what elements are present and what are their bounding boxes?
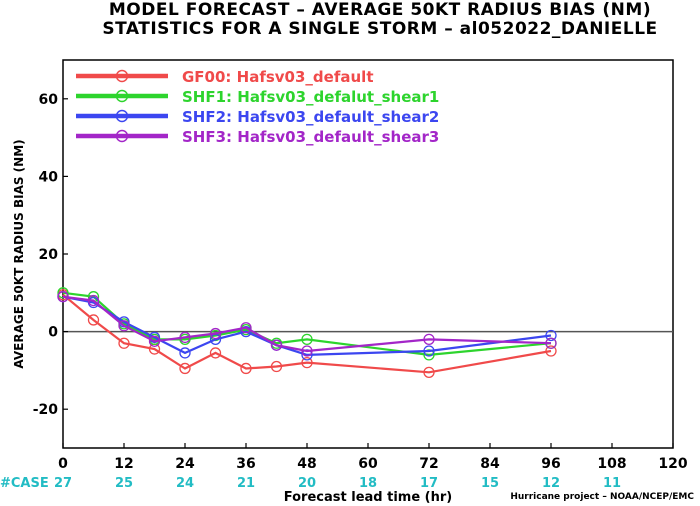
x-tick-label: 60 (358, 456, 378, 472)
case-count: 15 (481, 476, 499, 491)
x-tick-label: 120 (658, 456, 687, 472)
x-tick-label: 96 (541, 456, 560, 472)
case-row-label: #CASE (0, 476, 49, 491)
legend-marker (115, 89, 129, 103)
y-tick-label: -20 (33, 402, 59, 418)
series-line-1 (62, 293, 552, 374)
data-point (423, 333, 435, 346)
case-count: 25 (115, 476, 133, 491)
legend-marker (115, 129, 129, 143)
legend-marker (115, 109, 129, 123)
series-line-4 (62, 295, 552, 353)
data-point (148, 335, 161, 347)
x-tick-label: 24 (175, 456, 195, 472)
case-count: 11 (603, 476, 621, 491)
x-tick-label: 12 (114, 456, 133, 472)
case-count: 12 (542, 476, 560, 491)
data-point (118, 320, 130, 332)
x-tick-label: 48 (297, 456, 316, 472)
x-tick-label: 72 (419, 456, 438, 472)
legend-label: SHF1: Hafsv03_defalut_shear1 (182, 88, 439, 106)
data-point (423, 345, 435, 357)
data-point (179, 362, 191, 375)
data-point (270, 360, 283, 373)
data-point (301, 333, 313, 346)
data-point (179, 347, 191, 359)
data-point (545, 345, 557, 357)
x-tick-label: 84 (480, 456, 500, 472)
data-point (240, 362, 252, 375)
x-tick-label: 36 (236, 456, 255, 472)
data-point (301, 349, 313, 361)
chart-title: MODEL FORECAST – AVERAGE 50KT RADIUS BIA… (108, 0, 652, 20)
case-count: 17 (420, 476, 438, 491)
legend-label: SHF2: Hafsv03_default_shear2 (182, 108, 439, 126)
x-axis-label: Forecast lead time (hr) (284, 490, 452, 505)
data-point (423, 349, 435, 361)
case-count: 27 (54, 476, 72, 491)
data-point (270, 339, 283, 351)
data-point (209, 327, 222, 340)
data-point (87, 294, 100, 307)
data-point (545, 337, 557, 349)
data-point (209, 347, 222, 359)
case-count: 18 (359, 476, 377, 491)
data-point (57, 291, 69, 303)
x-tick-label: 108 (597, 456, 626, 472)
y-tick-label: 20 (39, 247, 59, 263)
data-point (423, 366, 435, 378)
y-tick-label: 0 (48, 325, 58, 341)
data-point (118, 337, 130, 349)
credit-text: Hurricane project – NOAA/NCEP/EMC (510, 492, 694, 502)
data-point (87, 314, 100, 326)
data-point (545, 329, 557, 342)
data-point (148, 331, 161, 344)
y-axis-label: AVERAGE 50KT RADIUS BIAS (NM) (12, 139, 26, 368)
legend-label: SHF3: Hafsv03_default_shear3 (182, 128, 439, 146)
case-count: 24 (176, 476, 194, 491)
legend-label: GF00: Hafsv03_default (182, 68, 373, 86)
chart-subtitle: STATISTICS FOR A SINGLE STORM – al052022… (102, 19, 658, 39)
series-line-3 (62, 295, 552, 357)
data-point (240, 322, 252, 334)
y-tick-label: 60 (39, 92, 59, 108)
data-point (301, 356, 313, 369)
legend-marker (115, 69, 129, 83)
y-tick-label: 40 (39, 169, 59, 185)
case-count: 20 (298, 476, 316, 491)
data-point (301, 345, 313, 357)
x-tick-label: 0 (58, 456, 68, 472)
case-count: 21 (237, 476, 255, 491)
data-point (179, 331, 191, 344)
